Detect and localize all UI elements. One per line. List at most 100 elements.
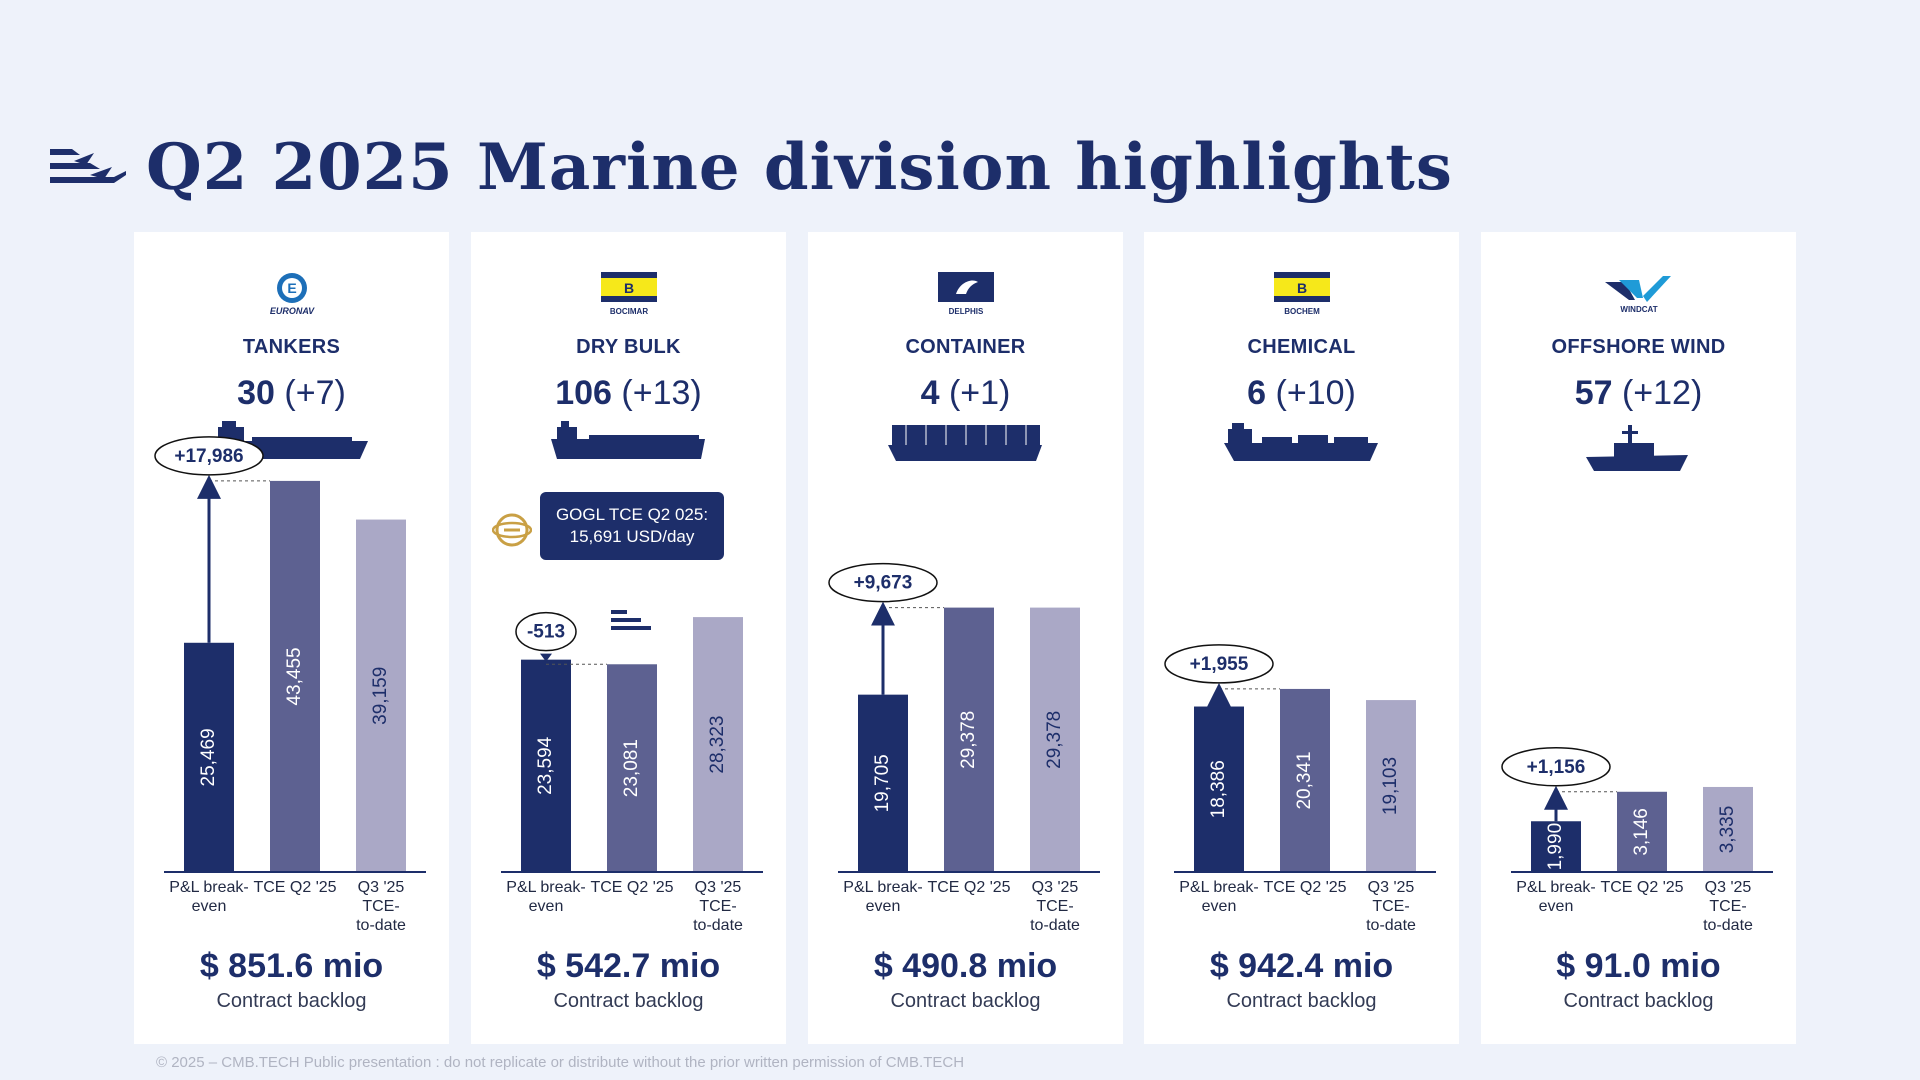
break-even-chart: 1,990 3,146 3,335 +1,156 P&L break-even TCE Q… <box>1501 747 1773 934</box>
brand-text: WINDCAT <box>1620 305 1657 314</box>
ship <box>471 417 786 461</box>
break-even-chart: 18,386 20,341 19,103 +1,955 P&L break-even TC… <box>1164 644 1436 934</box>
callout-line-1: GOGL TCE Q2 025: <box>555 505 709 524</box>
category-label: TCE- <box>1036 898 1073 915</box>
contract-backlog-label: Contract backlog <box>890 990 1041 1012</box>
category-label: Q3 '25 <box>358 879 405 896</box>
delta-badge <box>1501 747 1611 787</box>
segment-name: TANKERS <box>242 336 341 358</box>
delta-label: +9,673 <box>854 573 913 594</box>
bar-value-label: 23,594 <box>535 736 556 795</box>
category-label: even <box>866 898 901 915</box>
svg-text:E: E <box>287 280 296 296</box>
category-label: to-date <box>356 917 406 934</box>
footer-disclaimer: © 2025 – CMB.TECH Public presentation : … <box>156 1054 965 1071</box>
crew-transfer-vessel-icon <box>1585 425 1688 471</box>
fleet-number: 57 <box>1574 374 1613 412</box>
gogl-tce-callout: GOGL TCE Q2 025: 15,691 USD/day <box>540 492 724 560</box>
bar-1 <box>1194 706 1244 872</box>
bar-3 <box>1703 786 1753 872</box>
bochem-logo: B BOCHEM <box>1144 272 1459 316</box>
category-label: P&L break- <box>506 879 585 896</box>
segment-name: OFFSHORE WIND <box>1551 336 1726 358</box>
delphis-logo-icon: DELPHIS <box>937 272 994 316</box>
windcat-logo: WINDCAT <box>1481 272 1796 316</box>
delta-arrow <box>540 653 552 662</box>
bar-value-label: 19,103 <box>1380 757 1401 815</box>
category-label: to-date <box>693 917 743 934</box>
bar-value-label: 19,705 <box>872 754 893 812</box>
segment-card-chemical: B BOCHEM CHEMICAL 6 (+10) 18,386 20,341 19… <box>1144 232 1459 1044</box>
bar-value-label: 25,469 <box>198 728 219 786</box>
bar-3 <box>1366 700 1416 872</box>
category-label: TCE- <box>1372 898 1409 915</box>
contract-backlog-value: $ 542.7 mio <box>536 947 721 985</box>
category-label: TCE Q2 '25 <box>590 879 673 896</box>
bar-1 <box>521 659 571 872</box>
bocimar-logo: B BOCIMAR <box>471 272 786 316</box>
segment-card-container: DELPHIS CONTAINER 4 (+1) 19,705 29,378 29,… <box>808 232 1123 1044</box>
contract-backlog-value: $ 851.6 mio <box>199 947 384 985</box>
bar-2 <box>1617 791 1667 872</box>
category-label: even <box>192 898 227 915</box>
category-label: P&L break- <box>843 879 922 896</box>
category-label: P&L break- <box>169 879 248 896</box>
bulk-carrier-icon <box>550 421 705 459</box>
bar-value-label: 39,159 <box>370 667 391 725</box>
category-label: P&L break- <box>1516 879 1595 896</box>
category-label: to-date <box>1366 917 1416 934</box>
category-label: TCE- <box>699 898 736 915</box>
bar-value-label: 29,378 <box>958 711 979 769</box>
delta-label: +1,955 <box>1190 654 1249 675</box>
category-label: Q3 '25 <box>1705 879 1752 896</box>
bocimar-flag-icon: B BOCIMAR <box>600 272 657 316</box>
delphis-logo: DELPHIS <box>808 272 1123 316</box>
euronav-logo: E EURONAV <box>134 272 449 316</box>
bar-2 <box>944 607 994 872</box>
delta-badge <box>154 436 264 476</box>
delta-badge <box>1164 644 1274 684</box>
category-label: even <box>1202 898 1237 915</box>
segment-card-tankers: E EURONAV TANKERS 30 (+7) 25,469 43,455 39… <box>134 232 449 1044</box>
fleet-count: 6 (+10) <box>1144 374 1459 413</box>
page-title: Q2 2025 Marine division highlights <box>146 130 1453 205</box>
brand-text: BOCHEM <box>1284 307 1320 316</box>
category-label: TCE- <box>362 898 399 915</box>
category-label: TCE- <box>1709 898 1746 915</box>
gogl-logo-icon <box>492 513 532 547</box>
category-label: even <box>1539 898 1574 915</box>
category-label: Q3 '25 <box>695 879 742 896</box>
contract-backlog-value: $ 942.4 mio <box>1209 947 1394 985</box>
brand-text: BOCIMAR <box>609 307 647 316</box>
contract-backlog-label: Contract backlog <box>553 990 704 1012</box>
container-ship-icon <box>887 425 1042 461</box>
brand-text: EURONAV <box>269 306 314 316</box>
segment-name: CONTAINER <box>905 336 1026 358</box>
fleet-number: 30 <box>237 374 275 412</box>
segment-name: DRY BULK <box>576 336 681 358</box>
fleet-change: (+12) <box>1621 374 1703 412</box>
bar-2 <box>1280 688 1330 872</box>
break-even-chart: 19,705 29,378 29,378 +9,673 P&L break-even TC… <box>828 562 1100 934</box>
bar-3 <box>1030 607 1080 872</box>
bar-2 <box>270 480 320 872</box>
chemical-tanker-icon <box>1223 423 1378 461</box>
fleet-count: 57 (+12) <box>1481 374 1796 413</box>
fleet-change: (+13) <box>621 374 702 412</box>
delta-label: +17,986 <box>174 446 243 467</box>
fleet-number: 6 <box>1247 374 1267 412</box>
bar-value-label: 43,455 <box>284 647 305 705</box>
segment-card-dry-bulk: B BOCIMAR DRY BULK 106 (+13) 23,594 23,08… <box>471 232 786 1044</box>
fleet-number: 106 <box>555 374 612 412</box>
bar-1 <box>184 642 234 872</box>
bar-1 <box>1531 821 1581 872</box>
cmb-tech-mini-logo-icon <box>611 610 651 630</box>
bochem-flag-icon: B BOCHEM <box>1273 272 1330 316</box>
segment-name: CHEMICAL <box>1247 336 1356 358</box>
windcat-logo-icon: WINDCAT <box>1604 276 1671 314</box>
fleet-change: (+7) <box>284 374 346 412</box>
fleet-count: 106 (+13) <box>471 374 786 413</box>
callout-line-2: 15,691 USD/day <box>569 527 695 546</box>
category-label: TCE Q2 '25 <box>1263 879 1346 896</box>
contract-backlog-label: Contract backlog <box>1563 990 1714 1012</box>
